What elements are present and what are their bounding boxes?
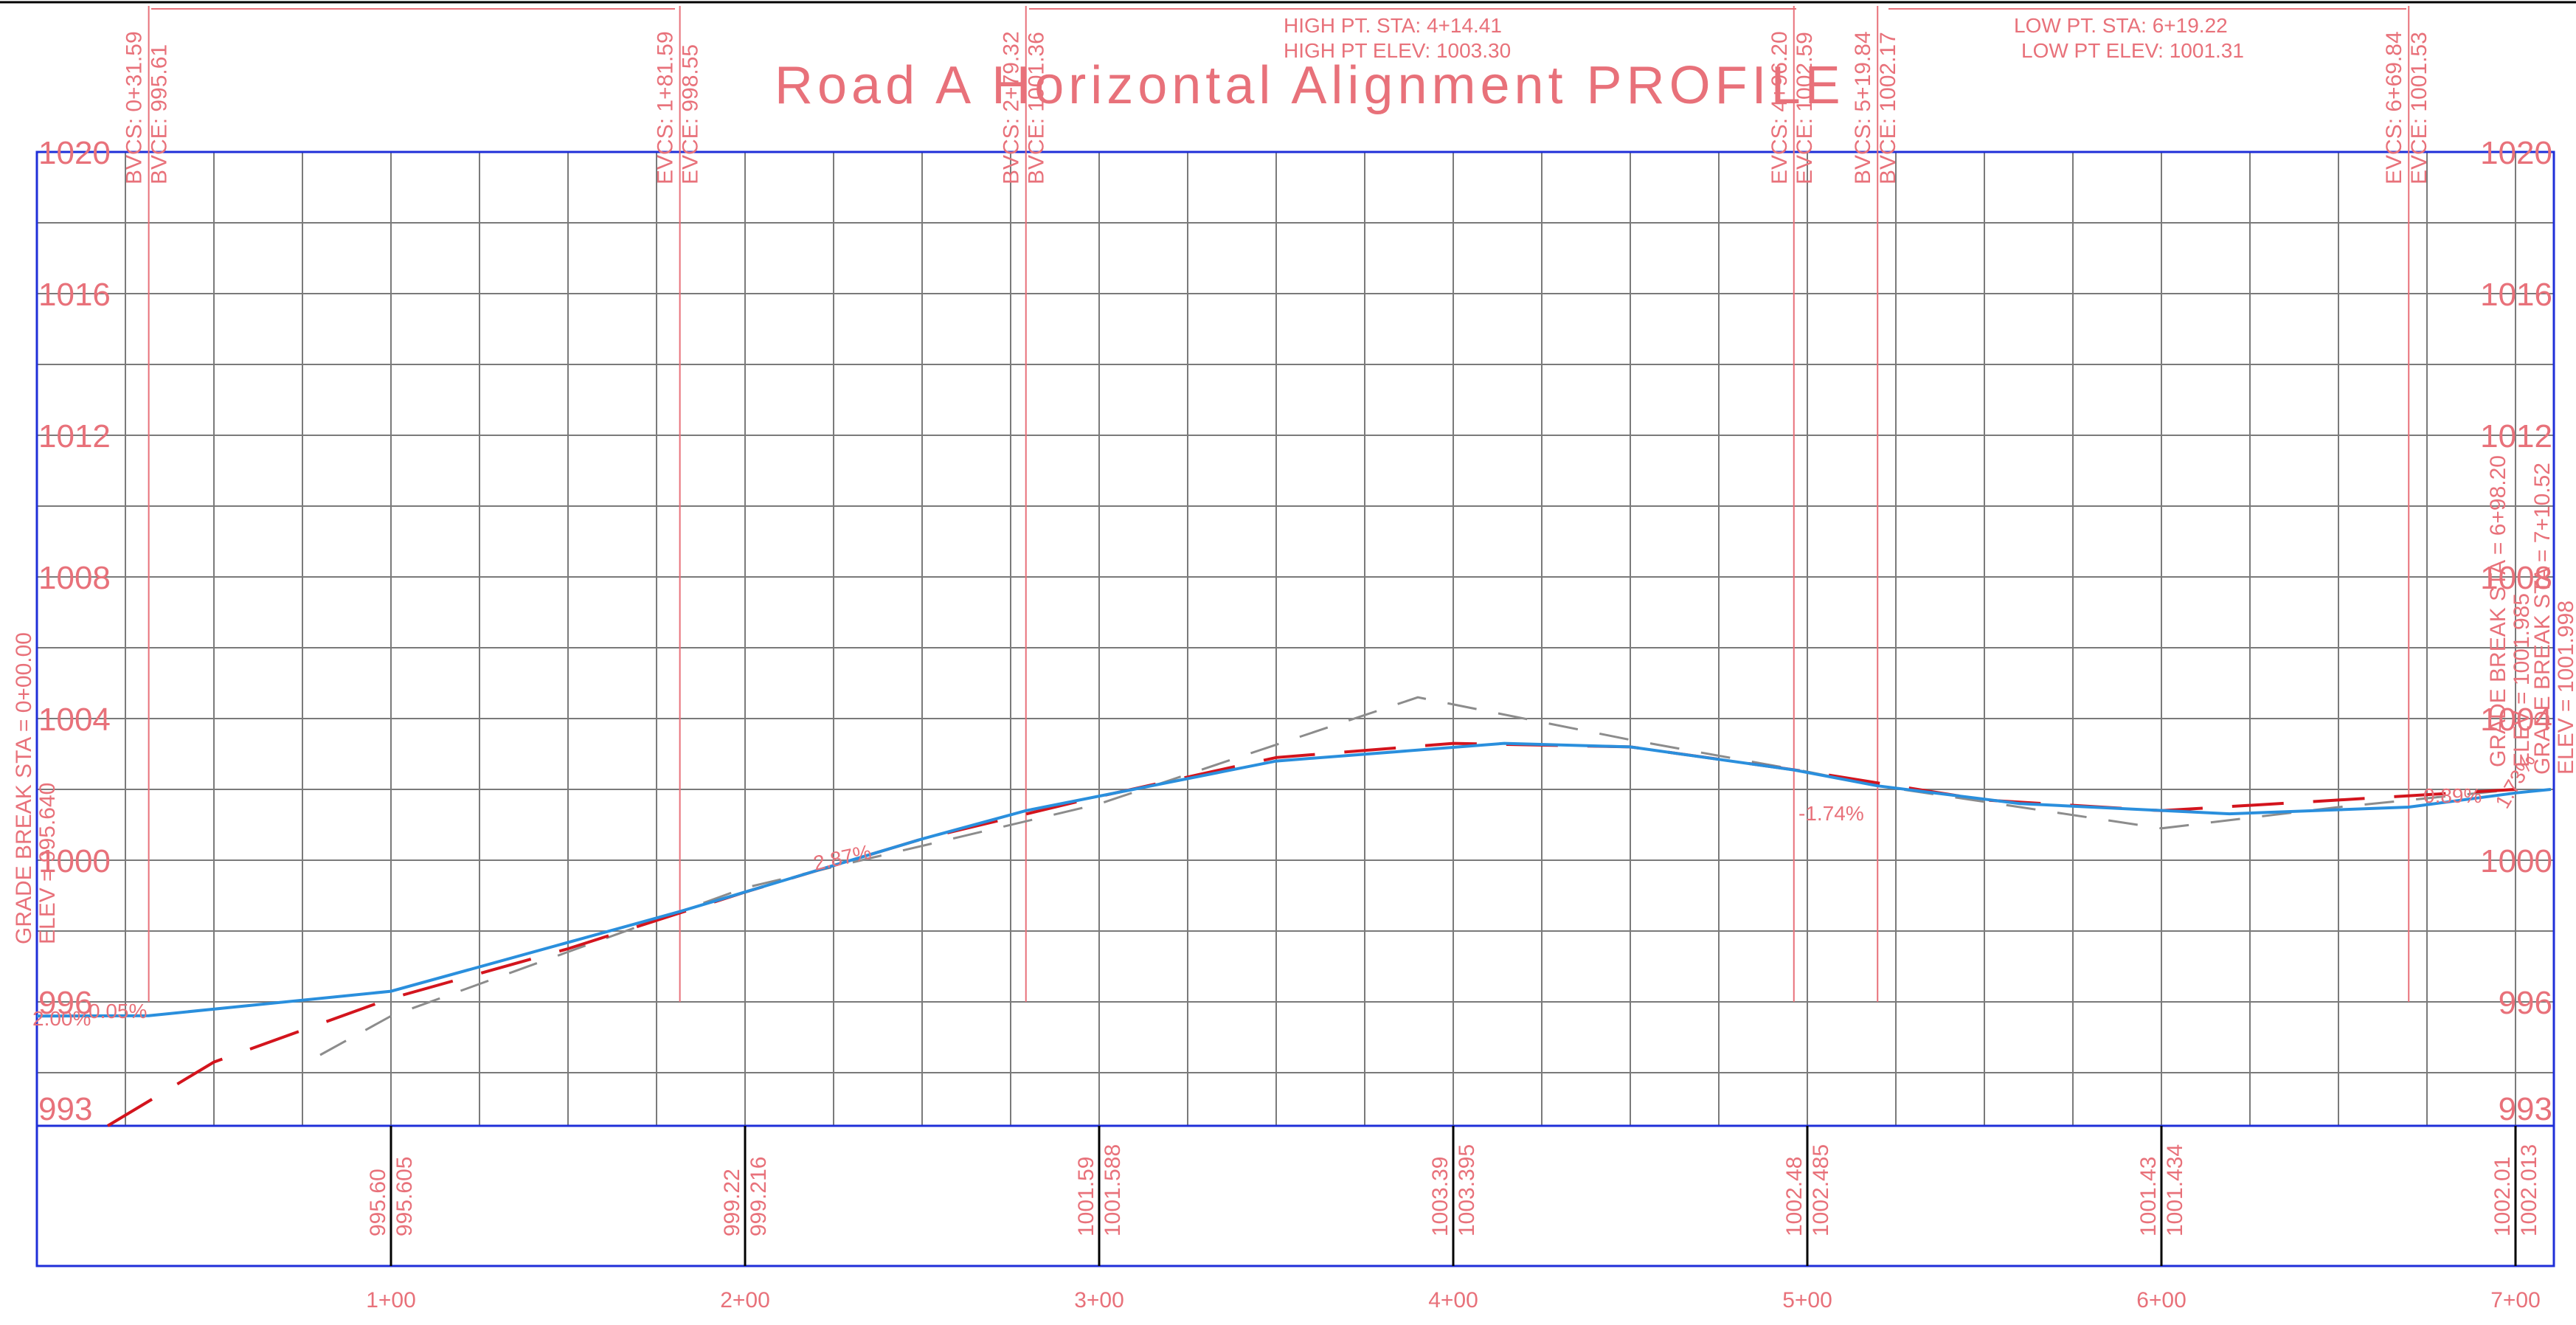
station-label: 1+00	[366, 1288, 416, 1312]
station-label: 5+00	[1782, 1288, 1832, 1312]
curve-station-label: BVCS: 0+31.59	[122, 31, 147, 184]
curve-station-label: BVCS: 2+79.32	[1000, 31, 1024, 184]
elevation-label-left: 1012	[38, 418, 111, 454]
proposed-elevation-value: 1003.395	[1455, 1144, 1479, 1236]
grade-label-1: 2.87%	[811, 840, 873, 875]
station-label: 7+00	[2490, 1288, 2541, 1312]
vertical-curve-labels: BVCS: 0+31.59 BVCE: 995.61 EVCS: 1+81.59 EV…	[122, 31, 2432, 184]
right2-grade-break-elevation: ELEV = 1001.998	[2554, 601, 2576, 775]
low-point-elevation: LOW PT ELEV: 1001.31	[2021, 39, 2244, 62]
existing-elevation-value: 1001.43	[2136, 1157, 2161, 1236]
profile-frame	[35, 151, 2555, 1127]
proposed-elevation-value: 1002.013	[2517, 1144, 2541, 1236]
curve-elevation-label: EVCE: 1001.53	[2407, 32, 2431, 184]
existing-elevation-value: 1001.59	[1074, 1157, 1098, 1236]
curve-elevation-label: BVCE: 1002.17	[1876, 32, 1900, 184]
curve-elevation-label: BVCE: 995.61	[148, 44, 172, 184]
grade-label-left: 0.05%	[89, 1000, 147, 1023]
station-label: 4+00	[1428, 1288, 1478, 1312]
elevation-label-right: 1012	[2480, 418, 2552, 454]
right1-grade-break-station: GRADE BREAK STA = 6+98.20	[2486, 455, 2510, 767]
existing-elevation-value: 999.22	[720, 1169, 744, 1236]
existing-elevation-value: 995.60	[366, 1169, 390, 1236]
low-point-station: LOW PT. STA: 6+19.22	[2014, 14, 2228, 37]
station-band-frame	[35, 1124, 2555, 1267]
curve-elevation-label: EVCE: 1002.59	[1793, 32, 1817, 184]
elevation-label-left: 1004	[38, 702, 111, 738]
proposed-elevation-value: 1001.434	[2163, 1144, 2187, 1236]
station-label: 3+00	[1074, 1288, 1124, 1312]
elevation-label-left: 993	[38, 1091, 92, 1127]
vertical-curve-line	[36, 741, 2552, 1018]
drawing-title: Road A Horizontal Alignment PROFILE	[775, 56, 1845, 115]
station-labels: 1+00 2+00 3+00 4+00 5+00 6+00 7+00	[366, 1288, 2541, 1312]
elevation-label-left: 1016	[38, 277, 111, 313]
curve-elevation-label: BVCE: 1001.36	[1025, 32, 1049, 184]
proposed-elevation-value: 1002.485	[1809, 1144, 1833, 1236]
elevation-label-left: 1020	[38, 135, 111, 171]
existing-elevation-value: 1003.39	[1428, 1157, 1453, 1236]
elevation-label-right: 1004	[2480, 702, 2552, 738]
station-label: 2+00	[720, 1288, 770, 1312]
high-point-station: HIGH PT. STA: 4+14.41	[1284, 14, 1502, 37]
existing-ground-line	[319, 696, 2516, 1056]
grade-label-2: -1.74%	[1798, 802, 1864, 825]
right2-grade-break-station: GRADE BREAK STA = 7+10.52	[2530, 463, 2555, 775]
curve-station-label: EVCS: 6+69.84	[2382, 31, 2406, 184]
station-band-values: 995.60 995.605 999.22 999.216 1001.59 1001.58…	[366, 1144, 2541, 1236]
proposed-elevation-value: 999.216	[747, 1157, 771, 1236]
proposed-elevation-value: 1001.588	[1101, 1144, 1125, 1236]
station-label: 6+00	[2136, 1288, 2187, 1312]
proposed-grade-line	[106, 741, 2516, 1127]
elevation-label-left: 1008	[38, 560, 111, 596]
elevation-label-right: 1020	[2480, 135, 2552, 171]
curve-elevation-label: EVCE: 998.55	[679, 44, 703, 184]
high-point-elevation: HIGH PT ELEV: 1003.30	[1284, 39, 1511, 62]
elevation-label-right: 1000	[2480, 843, 2552, 879]
vertical-curve-lines	[148, 6, 2410, 1002]
curve-station-label: EVCS: 4+96.20	[1767, 31, 1792, 184]
left-grade-break-elevation: ELEV = 995.640	[35, 783, 60, 944]
elevation-label-right: 1016	[2480, 277, 2552, 313]
elevation-label-right: 996	[2499, 985, 2552, 1021]
curve-station-label: BVCS: 5+19.84	[1851, 31, 1875, 184]
elevation-label-left: 1000	[38, 843, 111, 879]
elevation-label-right: 1008	[2480, 560, 2552, 596]
elevation-label-right: 993	[2499, 1091, 2552, 1127]
grade-label-left-2: 2.00%	[32, 1007, 91, 1030]
existing-elevation-value: 1002.01	[2490, 1157, 2515, 1236]
curve-station-label: EVCS: 1+81.59	[654, 31, 678, 184]
elevation-labels: 1020 1020 1016 1016 1012 1012 1008 1008 1004 1004…	[38, 135, 2552, 1127]
band-lines	[389, 1126, 2517, 1266]
grade-label-3: 0.89%	[2423, 784, 2482, 807]
proposed-elevation-value: 995.605	[392, 1157, 417, 1236]
left-grade-break-station: GRADE BREAK STA = 0+00.00	[12, 632, 36, 944]
right1-grade-break-elevation: ELEV = 1001.985	[2510, 593, 2534, 767]
existing-elevation-value: 1002.48	[1782, 1157, 1807, 1236]
grid	[37, 151, 2554, 1126]
